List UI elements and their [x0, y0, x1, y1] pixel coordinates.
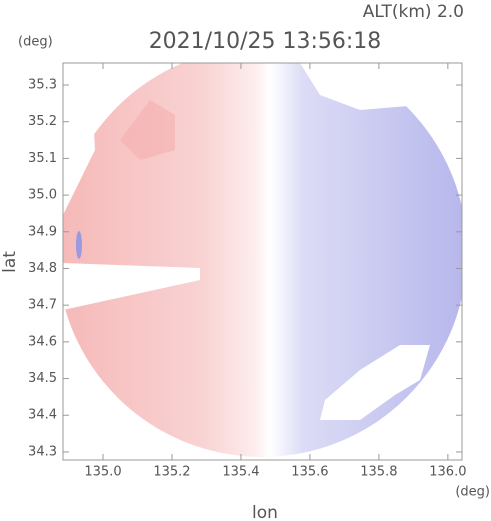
y-tick-label: 35.3	[28, 78, 57, 93]
y-tick-label: 34.7	[28, 298, 57, 313]
x-tick-label: 135.0	[84, 465, 121, 480]
x-tick-label: 136.0	[429, 465, 466, 480]
radar-field	[63, 63, 462, 457]
y-tick-label: 34.6	[28, 334, 57, 349]
y-tick-label: 34.3	[28, 444, 57, 459]
y-tick-label: 34.9	[28, 224, 57, 239]
y-axis-label: lat	[0, 251, 20, 273]
altitude: ALT(km) 2.0	[363, 2, 464, 22]
x-tick-label: 135.4	[222, 465, 259, 480]
chart-title: 2021/10/25 13:56:18	[149, 29, 382, 54]
x-unit: (deg)	[455, 485, 490, 500]
x-tick-label: 135.8	[360, 465, 397, 480]
x-tick-label: 135.2	[153, 465, 190, 480]
plot-frame	[62, 62, 463, 461]
y-tick-label: 34.4	[28, 408, 57, 423]
x-axis-label: lon	[252, 503, 278, 521]
y-unit: (deg)	[18, 35, 53, 50]
x-tick-label: 135.6	[291, 465, 328, 480]
y-tick-label: 34.5	[28, 371, 57, 386]
y-tick-label: 35.0	[28, 188, 57, 203]
y-tick-label: 34.8	[28, 261, 57, 276]
y-tick-label: 35.1	[28, 151, 57, 166]
y-tick-label: 35.2	[28, 114, 57, 129]
